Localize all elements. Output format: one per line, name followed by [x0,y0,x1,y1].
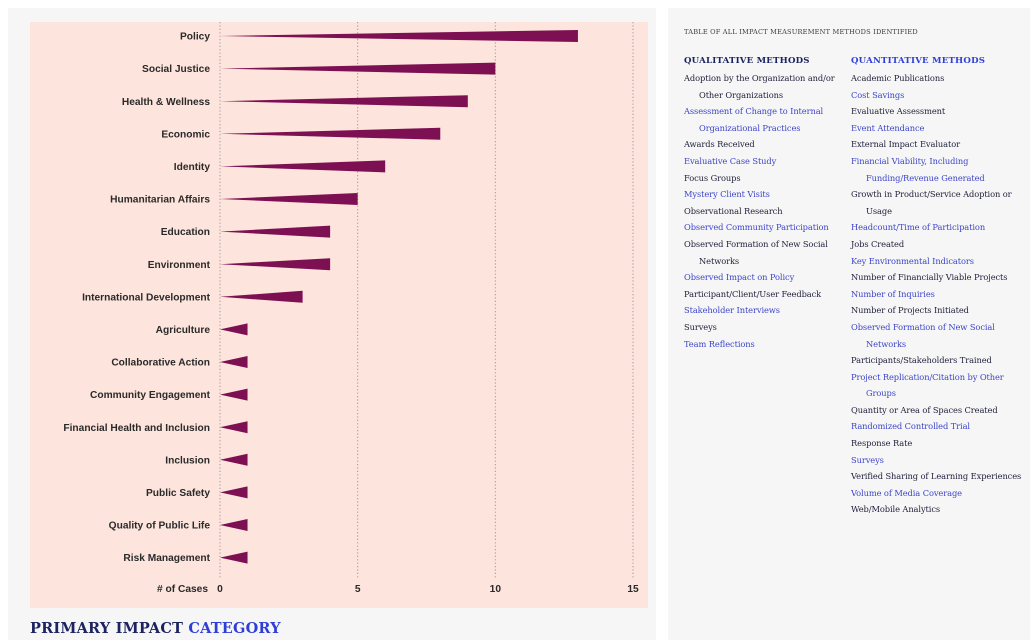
method-item: Focus Groups [684,172,741,183]
category-label: Health & Wellness [122,97,210,108]
method-item: Stakeholder Interviews [684,305,780,316]
chart-panel: Policy Social Justice Health & Wellness Eco… [8,8,656,640]
bar [220,160,386,173]
table-title: TABLE OF ALL IMPACT MEASUREMENT METHODS … [684,28,918,36]
quantitative-header: QUANTITATIVE METHODS [851,56,986,66]
qualitative-methods-list: Adoption by the Organization and/or Othe… [684,70,850,352]
bar [220,323,248,336]
bar [220,95,468,108]
category-label: Collaborative Action [111,358,210,369]
bar [220,127,441,140]
bar [220,62,496,75]
method-item: Surveys [851,454,884,465]
category-label: Environment [148,260,211,271]
category-label: Education [161,227,210,238]
method-item: Assessment of Change to Internal Organiz… [684,106,824,133]
method-item: Observed Impact on Policy [684,272,795,283]
methods-table-panel: TABLE OF ALL IMPACT MEASUREMENT METHODS … [668,8,1030,640]
method-item: Cost Savings [851,89,905,100]
x-tick-label: 5 [355,584,361,595]
method-item: Financial Viability, Including Funding/R… [851,155,985,183]
method-item: Volume of Media Coverage [851,487,962,498]
method-item: Verified Sharing of Learning Experiences [851,471,1022,482]
x-axis-label: # of Cases [157,584,208,595]
category-label: Community Engagement [90,390,211,401]
method-item: Headcount/Time of Participation [851,222,986,233]
method-item: Project Replication/Citation by Other Gr… [851,371,1004,399]
category-label: Humanitarian Affairs [110,195,210,206]
category-label: Quality of Public Life [109,521,211,532]
bar [220,258,331,271]
method-item: Evaluative Case Study [684,155,777,166]
category-label: Financial Health and Inclusion [63,423,210,434]
bar-chart: Policy Social Justice Health & Wellness Eco… [30,22,648,608]
method-item: Participant/Client/User Feedback [684,288,822,299]
method-item: External Impact Evaluator [851,139,960,150]
category-label: Policy [180,32,210,43]
method-item: Awards Received [684,139,755,150]
bar [220,551,248,564]
method-item: Response Rate [851,438,913,449]
bars [220,30,578,564]
method-item: Jobs Created [851,238,905,249]
method-item: Number of Projects Initiated [851,305,969,316]
x-tick-label: 0 [217,584,223,595]
bar [220,290,303,303]
method-item: Number of Financially Viable Projects [851,272,1008,283]
quantitative-methods-list: Academic Publications Cost Savings Evaluat… [851,70,1029,518]
category-labels: Policy Social Justice Health & Wellness Eco… [63,32,210,565]
bar [220,388,248,401]
method-item: Event Attendance [851,122,925,133]
plot-background [30,22,648,608]
method-item: Observational Research [684,205,783,216]
grid-lines [219,22,634,578]
method-item: Observed Formation of New Social Network… [684,238,828,266]
method-item: Mystery Client Visits [684,189,770,200]
bar [220,519,248,531]
category-label: Social Justice [142,64,210,75]
bar [220,486,248,499]
method-item: Number of Inquiries [851,288,935,299]
bar [220,421,248,434]
method-item: Growth in Product/Service Adoption or Us… [851,189,1012,216]
method-item: Team Reflections [684,338,755,349]
method-item: Randomized Controlled Trial [851,421,970,432]
bar [220,453,248,466]
method-item: Observed Community Participation [684,222,829,233]
method-item: Key Environmental Indicators [851,255,974,266]
bar [220,225,331,238]
category-label: Agriculture [156,325,211,336]
qualitative-header: QUALITATIVE METHODS [684,56,810,66]
bar [220,193,358,205]
method-item: Evaluative Assessment [851,106,946,117]
bar [220,356,248,368]
bar [220,30,578,42]
method-item: Observed Formation of New Social Network… [851,321,995,349]
x-tick-label: 10 [490,584,502,595]
chart-title-part-2: CATEGORY [188,620,281,637]
method-item: Surveys [684,321,717,332]
chart-title-part-1: PRIMARY IMPACT [30,620,184,637]
method-item: Academic Publications [851,73,945,83]
category-label: Risk Management [123,553,210,564]
category-label: Identity [174,162,211,173]
category-label: Public Safety [146,488,210,499]
method-item: Participants/Stakeholders Trained [851,355,992,366]
x-tick-label: 15 [627,584,639,595]
method-item: Web/Mobile Analytics [851,504,941,515]
method-item: Adoption by the Organization and/or Othe… [684,73,835,100]
category-label: Inclusion [165,455,210,466]
category-label: Economic [161,129,210,140]
x-axis-ticks: 0 5 10 15 [217,584,639,595]
method-item: Quantity or Area of Spaces Created [851,404,998,415]
category-label: International Development [82,292,211,303]
chart-title: PRIMARY IMPACT CATEGORY [30,620,281,637]
